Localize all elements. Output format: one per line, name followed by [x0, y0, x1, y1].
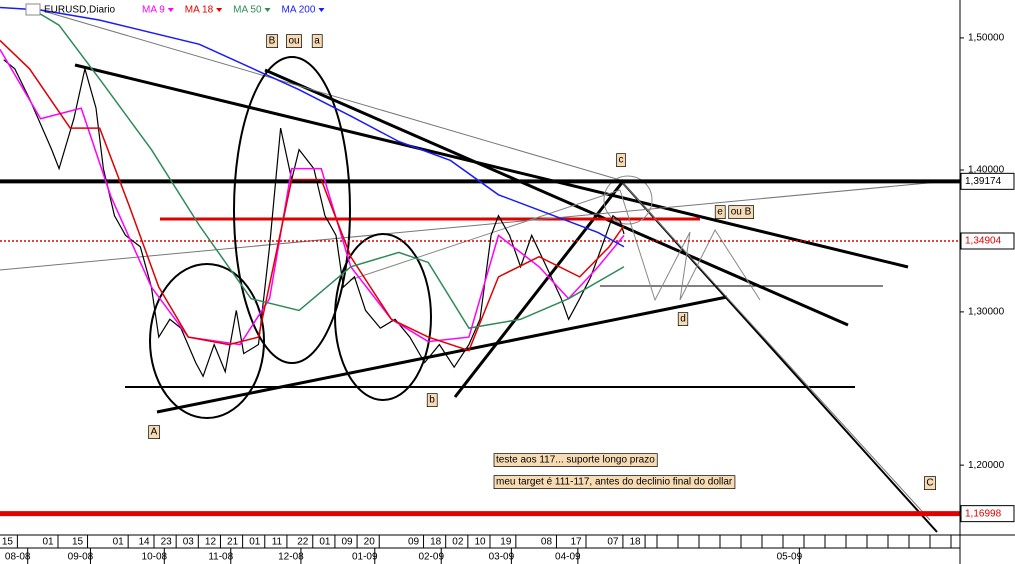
- legend-entry: MA 50: [233, 5, 262, 16]
- x-tick-label: 07: [607, 537, 619, 548]
- annotation-box: [677, 312, 689, 326]
- y-tick-label: 1,40000: [968, 165, 1005, 176]
- legend-arrow: [318, 8, 325, 12]
- trendline: [74, 63, 909, 269]
- annotation: b: [429, 395, 435, 406]
- ellipse: [334, 233, 432, 401]
- annotation: ou: [288, 36, 299, 47]
- legend-entry: MA 18: [185, 5, 214, 16]
- x-tick-label: 14: [138, 537, 150, 548]
- x-tick-label: 10: [474, 537, 486, 548]
- legend-entry: MA 9: [142, 5, 165, 16]
- x-tick-label: 17: [570, 537, 582, 548]
- x-tick-label: 20: [364, 537, 376, 548]
- month-tick-label: 12-08: [278, 552, 304, 563]
- annotation: B: [269, 36, 276, 47]
- annotation: meu target é 111-117, antes do declinio …: [496, 477, 733, 488]
- x-tick-label: 01: [319, 537, 331, 548]
- annotation: teste aos 117... suporte longo prazo: [496, 455, 655, 466]
- month-tick-label: 09-08: [68, 552, 94, 563]
- month-tick-label: 11-08: [208, 552, 233, 563]
- x-tick-label: 01: [42, 537, 54, 548]
- annotation: c: [619, 155, 624, 166]
- thin-line: [0, 179, 961, 271]
- price-axis-bg: [960, 0, 1015, 535]
- x-tick-label: 21: [227, 537, 239, 548]
- month-tick-label: 08-08: [5, 552, 31, 563]
- annotation-box: [616, 153, 626, 167]
- x-tick-label: 18: [630, 537, 642, 548]
- circle: [603, 175, 653, 225]
- x-tick-label: 23: [161, 537, 173, 548]
- x-tick-label: 01: [249, 537, 261, 548]
- annotation-box: [924, 476, 936, 490]
- y-tick-label: 1,20000: [968, 460, 1005, 471]
- x-tick-label: 12: [205, 537, 217, 548]
- ma-line: [0, 39, 625, 352]
- annotation-box: [714, 205, 726, 219]
- x-tick-label: 15: [72, 537, 84, 548]
- thin-line: [619, 179, 931, 521]
- chart-title: EURUSD,Diario: [44, 5, 116, 16]
- month-tick-label: 10-08: [142, 552, 168, 563]
- x-tick-label: 15: [2, 537, 14, 548]
- ellipse: [233, 56, 351, 364]
- annotation: A: [151, 427, 158, 438]
- x-tick-label: 19: [500, 537, 512, 548]
- x-tick-label: 03: [183, 537, 195, 548]
- x-tick-label: 09: [408, 537, 420, 548]
- annotation-box: [311, 34, 323, 48]
- price-label-box: [960, 172, 1015, 190]
- ma-line: [0, 6, 625, 248]
- ellipse: [149, 263, 265, 419]
- ma-line: [29, 6, 625, 329]
- legend-entry: MA 200: [282, 5, 316, 16]
- x-tick-label: 02: [452, 537, 464, 548]
- drawings: [0, 9, 961, 533]
- legend-arrow: [167, 8, 174, 12]
- month-tick-label: 05-09: [777, 552, 803, 563]
- thin-line: [349, 189, 621, 281]
- price-label: 1,39174: [965, 176, 1002, 187]
- annotation-box: [426, 393, 438, 407]
- annotation-box: [493, 475, 736, 489]
- month-tick-label: 01-09: [352, 552, 378, 563]
- month-tick-label: 02-09: [418, 552, 444, 563]
- annotation-box: [286, 34, 302, 48]
- y-tick-label: 1,50000: [968, 33, 1005, 44]
- x-tick-label: 09: [342, 537, 354, 548]
- x-tick-label: 18: [430, 537, 442, 548]
- annotation: d: [680, 314, 686, 325]
- month-tick-label: 04-09: [555, 552, 581, 563]
- y-tick-label: 1,30000: [968, 307, 1005, 318]
- annotation: a: [314, 36, 320, 47]
- trendline: [156, 295, 728, 414]
- annotation: e: [717, 207, 723, 218]
- x-tick-label: 01: [113, 537, 125, 548]
- wave-path: [619, 189, 761, 302]
- ma-line: [0, 49, 625, 346]
- legend-arrow: [216, 8, 223, 12]
- legend-arrow: [264, 8, 271, 12]
- annotation-box: [493, 453, 658, 467]
- trendline: [453, 179, 626, 398]
- price-label-box: [960, 232, 1015, 250]
- x-tick-label: 08: [541, 537, 553, 548]
- price-label-box: [960, 505, 1015, 523]
- annotation-box: [266, 34, 279, 48]
- trendline: [264, 68, 849, 327]
- annotation-box: [728, 205, 754, 219]
- x-tick-label: 11: [272, 537, 283, 548]
- x-tick-label: 22: [297, 537, 309, 548]
- annotation: C: [926, 478, 933, 489]
- price-label: 1,16998: [965, 508, 1002, 519]
- price-label: 1,34904: [965, 236, 1002, 247]
- annotation: ou B: [731, 207, 752, 218]
- symbol-icon: [25, 3, 41, 16]
- annotation-box: [148, 425, 161, 439]
- month-tick-label: 03-09: [489, 552, 515, 563]
